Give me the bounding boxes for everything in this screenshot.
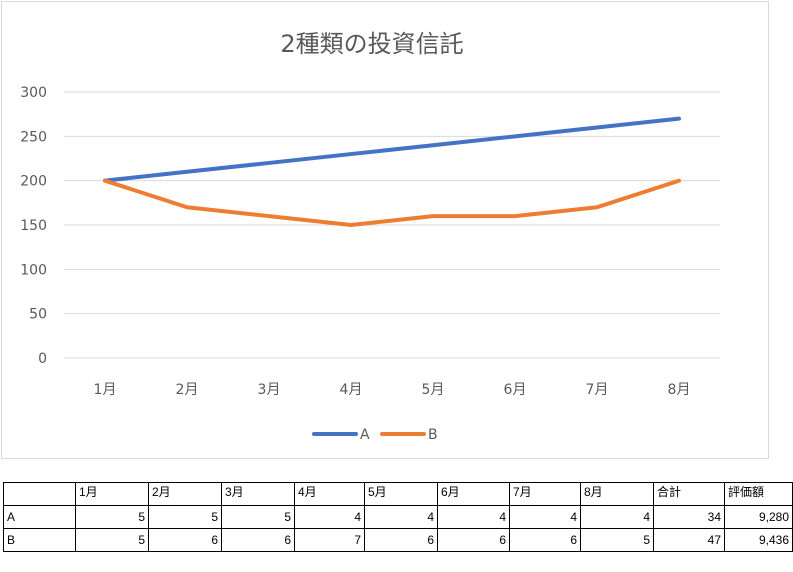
table-cell xyxy=(3,482,76,506)
legend-label-b: B xyxy=(428,427,438,443)
table-cell: 4 xyxy=(509,505,581,529)
table-header-row: 1月 2月 3月 4月 5月 6月 7月 8月 合計 評価額 xyxy=(3,482,793,506)
x-tick-label: 1月 xyxy=(94,382,117,398)
series-line-b xyxy=(103,178,681,227)
x-tick-label: 4月 xyxy=(340,382,363,398)
table-cell: 4 xyxy=(294,505,365,529)
y-tick-label: 0 xyxy=(38,351,47,367)
x-tick-label: 2月 xyxy=(176,382,199,398)
gridlines xyxy=(64,91,720,359)
table-cell: 5 xyxy=(148,505,222,529)
table-cell: 4 xyxy=(437,505,510,529)
y-tick-label: 200 xyxy=(20,174,47,190)
table-cell: 6 xyxy=(364,528,438,552)
series-lines xyxy=(103,116,681,227)
x-tick-label: 6月 xyxy=(504,382,527,398)
y-tick-label: 50 xyxy=(29,307,47,323)
table-cell: 5 xyxy=(221,505,295,529)
y-axis-ticks: 0 50 100 150 200 250 300 xyxy=(20,85,47,367)
table-cell: 8月 xyxy=(580,482,654,506)
table-cell: 4 xyxy=(364,505,438,529)
chart-title: 2種類の投資信託 xyxy=(280,30,463,58)
table-cell: 6 xyxy=(221,528,295,552)
table-cell: 34 xyxy=(653,505,725,529)
x-tick-label: 7月 xyxy=(586,382,609,398)
y-tick-label: 150 xyxy=(20,218,47,234)
data-table: 1月 2月 3月 4月 5月 6月 7月 8月 合計 評価額 A 5 5 5 4 4 4 4 4 34 9,280 B 5 6… xyxy=(3,482,793,552)
table-cell: 7月 xyxy=(509,482,581,506)
table-cell: 5 xyxy=(75,505,149,529)
table-cell: 7 xyxy=(294,528,365,552)
legend-label-a: A xyxy=(360,427,370,443)
chart-area: 2種類の投資信託 0 50 100 150 200 250 300 1月 2月 3月 4月 5月 6月… xyxy=(1,1,769,459)
table-cell: B xyxy=(3,528,76,552)
y-tick-label: 300 xyxy=(20,85,47,101)
table-cell: 5 xyxy=(580,528,654,552)
y-tick-label: 250 xyxy=(20,129,47,145)
table-row: B 5 6 6 7 6 6 6 5 47 9,436 xyxy=(3,528,793,552)
line-chart: 2種類の投資信託 0 50 100 150 200 250 300 1月 2月 3月 4月 5月 6月… xyxy=(20,30,720,443)
x-tick-label: 3月 xyxy=(258,382,281,398)
table-cell: 1月 xyxy=(75,482,149,506)
table-cell: 3月 xyxy=(221,482,295,506)
table-cell: 5月 xyxy=(364,482,438,506)
x-tick-label: 5月 xyxy=(422,382,445,398)
table-cell: 6 xyxy=(437,528,510,552)
table-row: A 5 5 5 4 4 4 4 4 34 9,280 xyxy=(3,505,793,529)
table-cell: 9,280 xyxy=(724,505,793,529)
table-cell: 5 xyxy=(75,528,149,552)
table-cell: 2月 xyxy=(148,482,222,506)
table-cell: 9,436 xyxy=(724,528,793,552)
table-cell: 6 xyxy=(148,528,222,552)
table-cell: 6 xyxy=(509,528,581,552)
y-tick-label: 100 xyxy=(20,262,47,278)
x-tick-label: 8月 xyxy=(668,382,691,398)
table-cell: 47 xyxy=(653,528,725,552)
table-cell: 4 xyxy=(580,505,654,529)
table-cell: A xyxy=(3,505,76,529)
table-cell: 評価額 xyxy=(724,482,793,506)
series-line-a xyxy=(103,116,681,183)
table-cell: 6月 xyxy=(437,482,510,506)
table-cell: 合計 xyxy=(653,482,725,506)
x-axis-ticks: 1月 2月 3月 4月 5月 6月 7月 8月 xyxy=(94,382,691,398)
table-cell: 4月 xyxy=(294,482,365,506)
